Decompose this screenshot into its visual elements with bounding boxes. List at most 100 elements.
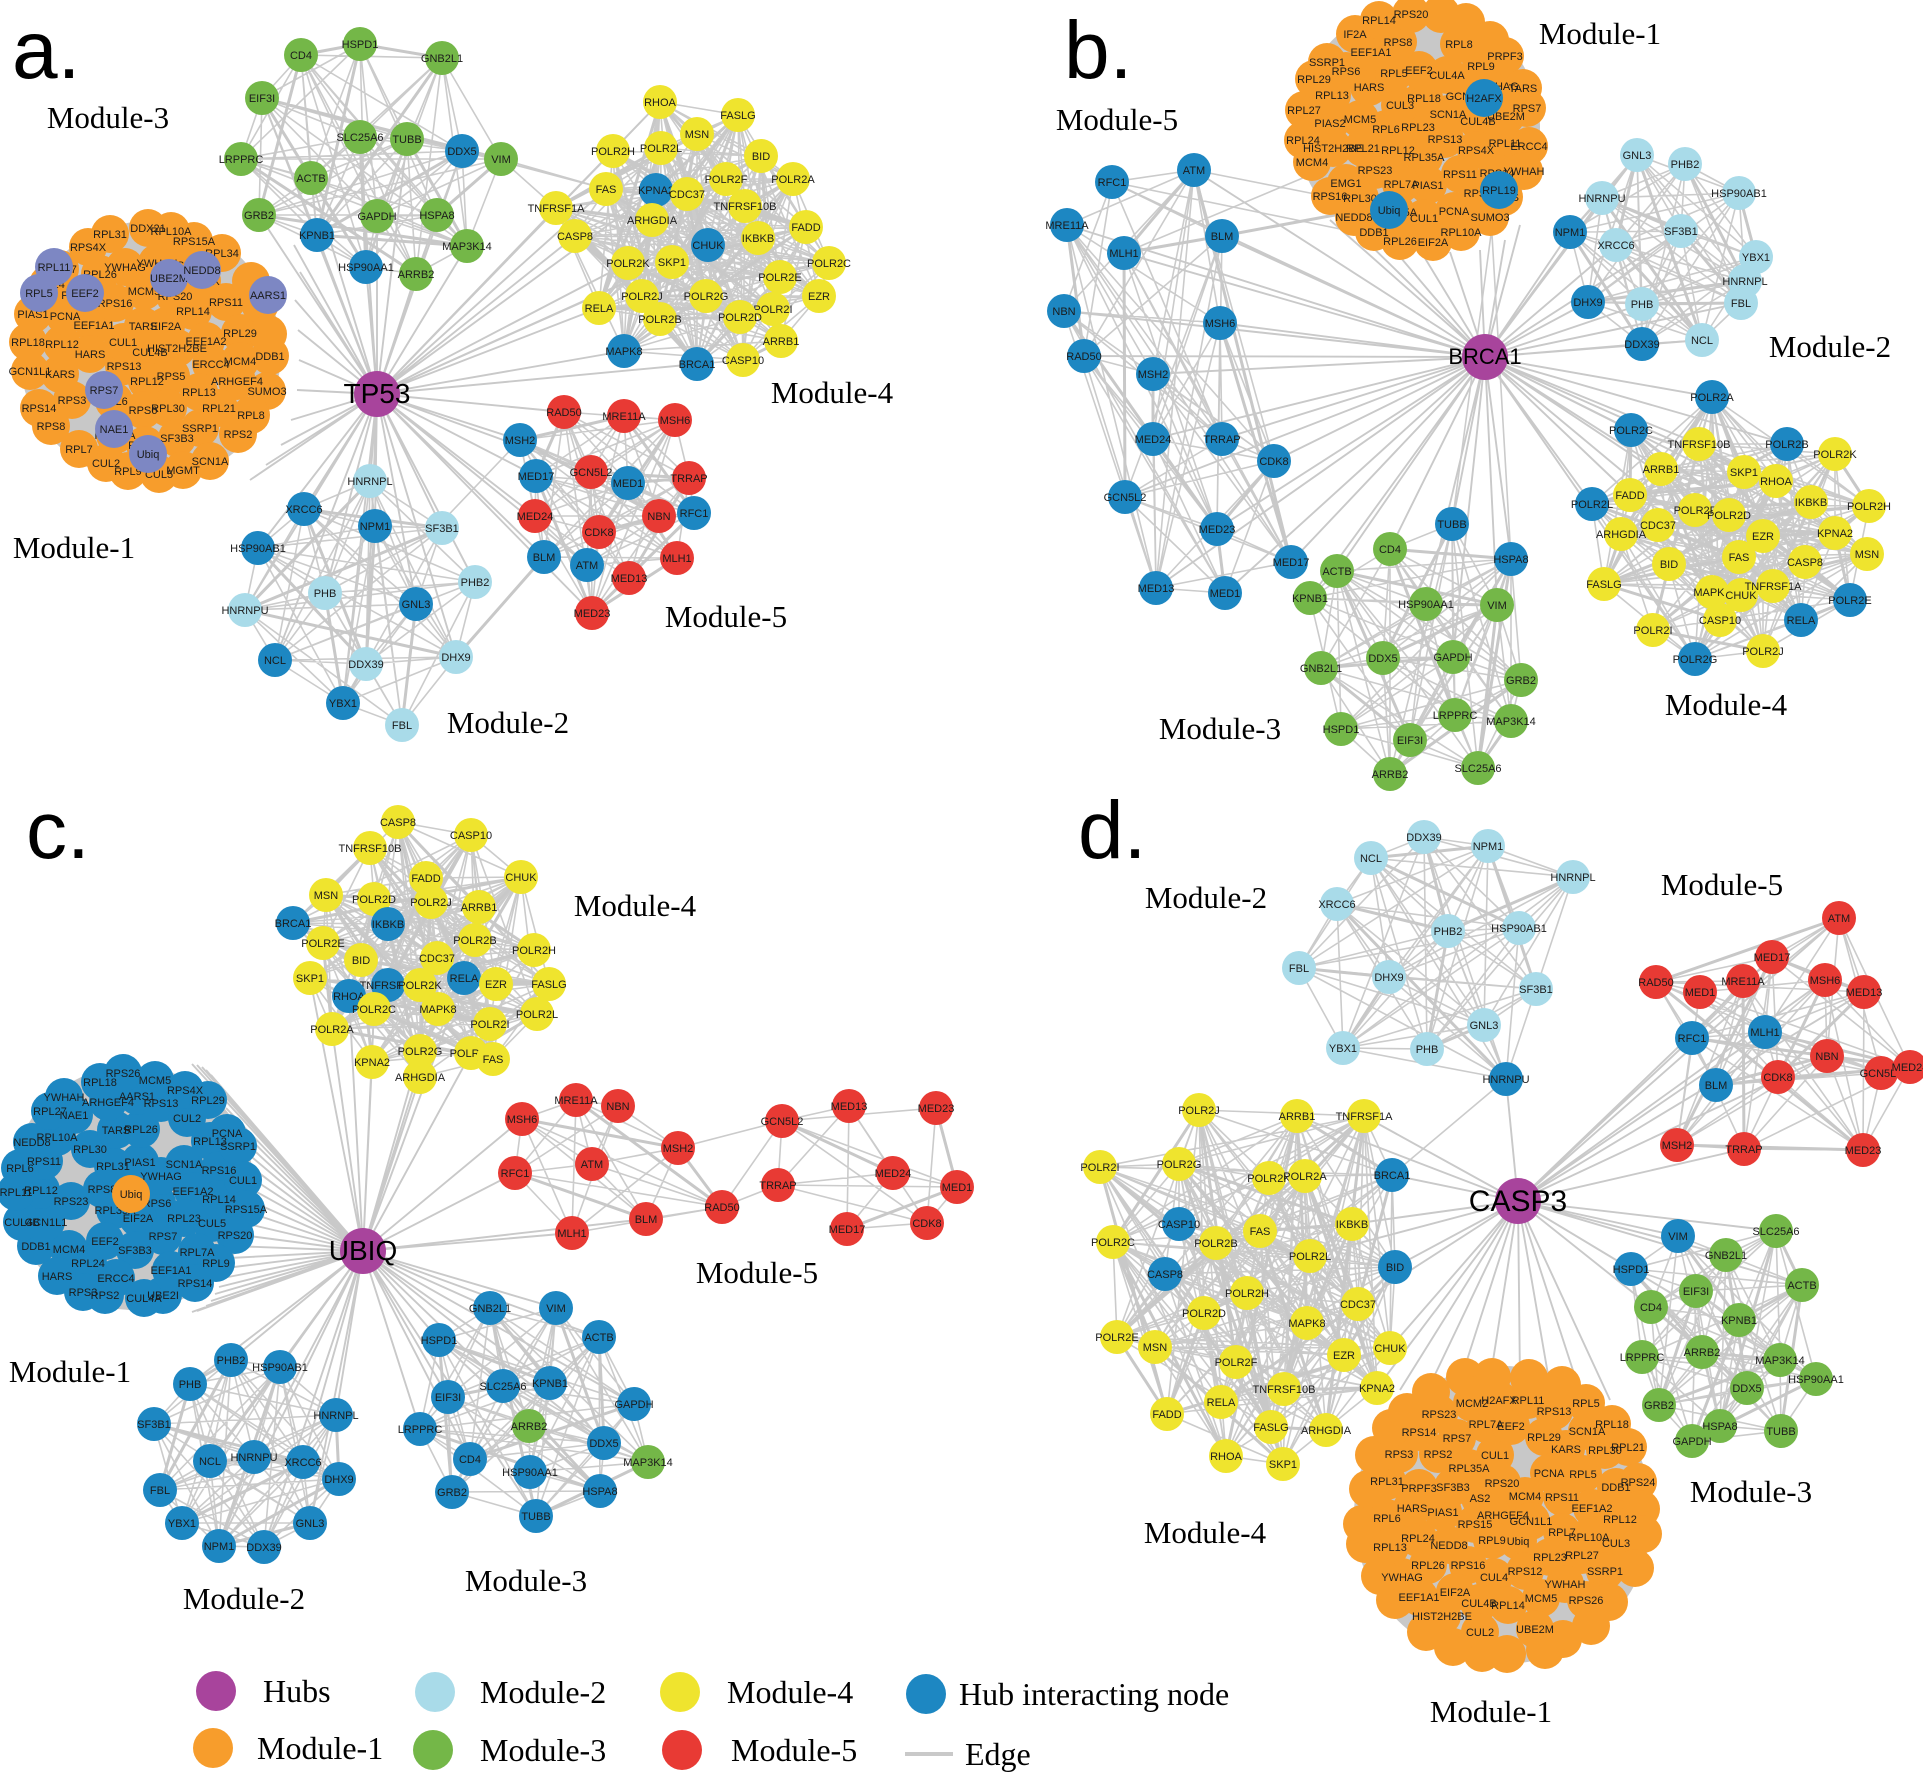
svg-text:NCL: NCL (1360, 853, 1382, 865)
svg-text:POLR2B: POLR2B (1765, 439, 1808, 451)
svg-text:Ubiq: Ubiq (137, 449, 160, 461)
svg-text:RPL35A: RPL35A (1404, 152, 1446, 164)
svg-text:NPM1: NPM1 (204, 1541, 235, 1553)
svg-text:LRPPRC: LRPPRC (1433, 710, 1478, 722)
svg-text:MSN: MSN (1143, 1342, 1168, 1354)
svg-text:PRPF3: PRPF3 (1401, 1483, 1436, 1495)
svg-text:Module-4: Module-4 (574, 888, 697, 923)
svg-text:DHX9: DHX9 (324, 1474, 353, 1486)
svg-text:GNL3: GNL3 (1623, 150, 1652, 162)
svg-text:DHX9: DHX9 (441, 652, 470, 664)
svg-text:FAS: FAS (1250, 1226, 1271, 1238)
svg-text:TNFRSF1A: TNFRSF1A (1336, 1111, 1394, 1123)
svg-text:YWHAH: YWHAH (1504, 166, 1545, 178)
svg-text:RELA: RELA (1787, 615, 1816, 627)
svg-text:MRE11A: MRE11A (1721, 976, 1765, 988)
svg-text:MCM5: MCM5 (1344, 114, 1376, 126)
svg-text:Module-2: Module-2 (480, 1674, 606, 1710)
svg-text:CASP8: CASP8 (380, 817, 416, 829)
svg-text:d.: d. (1078, 785, 1146, 876)
svg-text:POLR2C: POLR2C (352, 1004, 396, 1016)
svg-text:HNRNPU: HNRNPU (230, 1452, 277, 1464)
svg-text:SCN1A: SCN1A (166, 1159, 203, 1171)
svg-text:POLR2F: POLR2F (1674, 505, 1717, 517)
svg-text:RAD50: RAD50 (704, 1202, 739, 1214)
svg-text:HSP90AA1: HSP90AA1 (1398, 599, 1454, 611)
svg-text:TNFRSF10B: TNFRSF10B (1668, 439, 1731, 451)
svg-text:FASLG: FASLG (1253, 1422, 1288, 1434)
svg-text:KPNB1: KPNB1 (299, 230, 335, 242)
svg-text:EIF3I: EIF3I (435, 1392, 461, 1404)
svg-text:GNB2L1: GNB2L1 (469, 1303, 511, 1315)
svg-text:EIF3I: EIF3I (249, 93, 275, 105)
svg-text:BLM: BLM (533, 552, 556, 564)
svg-text:UBE2M: UBE2M (150, 273, 188, 285)
svg-text:SLC25A6: SLC25A6 (1454, 763, 1501, 775)
svg-text:MCM4: MCM4 (53, 1244, 85, 1256)
svg-text:PHB2: PHB2 (1671, 159, 1700, 171)
svg-text:CUL1: CUL1 (109, 337, 137, 349)
svg-text:CDK8: CDK8 (584, 527, 613, 539)
svg-text:GNL3: GNL3 (296, 1518, 325, 1530)
svg-text:HSPD1: HSPD1 (1613, 1264, 1650, 1276)
svg-text:XRCC6: XRCC6 (284, 1457, 321, 1469)
svg-text:RPL21: RPL21 (1611, 1442, 1645, 1454)
svg-text:DDX39: DDX39 (348, 659, 383, 671)
svg-text:ARHGEF4: ARHGEF4 (82, 1097, 134, 1109)
svg-text:NEDD8: NEDD8 (1335, 212, 1372, 224)
svg-text:TNFRSF10B: TNFRSF10B (1253, 1384, 1316, 1396)
svg-text:NEDD8: NEDD8 (13, 1137, 50, 1149)
svg-text:HSP90AA1: HSP90AA1 (338, 262, 394, 274)
svg-text:HSPA8: HSPA8 (582, 1486, 617, 1498)
svg-text:HNRNPU: HNRNPU (221, 605, 268, 617)
svg-text:POLR2A: POLR2A (771, 174, 815, 186)
svg-text:GCN5L2: GCN5L2 (1860, 1068, 1903, 1080)
svg-text:RPS8: RPS8 (37, 421, 66, 433)
svg-text:RPS11: RPS11 (27, 1156, 61, 1168)
svg-text:CDC37: CDC37 (1640, 520, 1676, 532)
svg-text:SKP1: SKP1 (1730, 467, 1758, 479)
svg-text:YBX1: YBX1 (1329, 1043, 1357, 1055)
svg-text:PCNA: PCNA (1534, 1468, 1565, 1480)
svg-text:RPL14: RPL14 (1491, 1600, 1525, 1612)
svg-text:POLR2A: POLR2A (310, 1024, 354, 1036)
svg-text:ARRB1: ARRB1 (1279, 1111, 1316, 1123)
svg-text:KPNA2: KPNA2 (1359, 1383, 1395, 1395)
svg-text:POLR2A: POLR2A (1283, 1171, 1327, 1183)
svg-text:NEDD8: NEDD8 (1430, 1540, 1467, 1552)
svg-text:TRRAP: TRRAP (759, 1180, 796, 1192)
svg-text:PIAS1: PIAS1 (124, 1157, 155, 1169)
svg-text:MED1: MED1 (1685, 987, 1716, 999)
svg-text:GAPDH: GAPDH (1672, 1436, 1711, 1448)
svg-text:RPS26: RPS26 (1569, 1595, 1604, 1607)
svg-text:EEF1A2: EEF1A2 (173, 1186, 214, 1198)
svg-text:SSRP1: SSRP1 (182, 423, 218, 435)
svg-text:CDC37: CDC37 (669, 189, 705, 201)
svg-text:Module-2: Module-2 (1769, 329, 1891, 364)
svg-text:GNL3: GNL3 (1470, 1020, 1499, 1032)
svg-text:FBL: FBL (392, 720, 412, 732)
svg-text:b.: b. (1064, 5, 1132, 96)
svg-text:RPL24: RPL24 (1286, 135, 1320, 147)
svg-text:HNRNPL: HNRNPL (1722, 276, 1767, 288)
svg-text:RPS11: RPS11 (1443, 169, 1477, 181)
svg-text:CHUK: CHUK (1374, 1343, 1406, 1355)
svg-text:RPL13: RPL13 (193, 1136, 227, 1148)
svg-text:CASP8: CASP8 (1147, 1269, 1183, 1281)
svg-text:CDC37: CDC37 (419, 953, 455, 965)
svg-text:MSH6: MSH6 (1810, 975, 1841, 987)
svg-text:RPL19: RPL19 (1482, 185, 1516, 197)
svg-text:FBL: FBL (1289, 963, 1309, 975)
svg-text:MSN: MSN (314, 890, 339, 902)
svg-text:HARS: HARS (75, 349, 106, 361)
svg-text:MAP3K14: MAP3K14 (442, 241, 492, 253)
svg-text:RPS20: RPS20 (218, 1230, 253, 1242)
svg-text:RPL30: RPL30 (151, 403, 185, 415)
svg-text:TNFRSF10B: TNFRSF10B (714, 201, 777, 213)
svg-text:RFC1: RFC1 (680, 508, 709, 520)
svg-text:GCN1L1: GCN1L1 (9, 366, 52, 378)
svg-text:MSN: MSN (685, 129, 710, 141)
svg-text:NPM1: NPM1 (360, 521, 391, 533)
svg-text:POLR2H: POLR2H (1847, 501, 1891, 513)
svg-text:SF3B1: SF3B1 (1664, 226, 1698, 238)
